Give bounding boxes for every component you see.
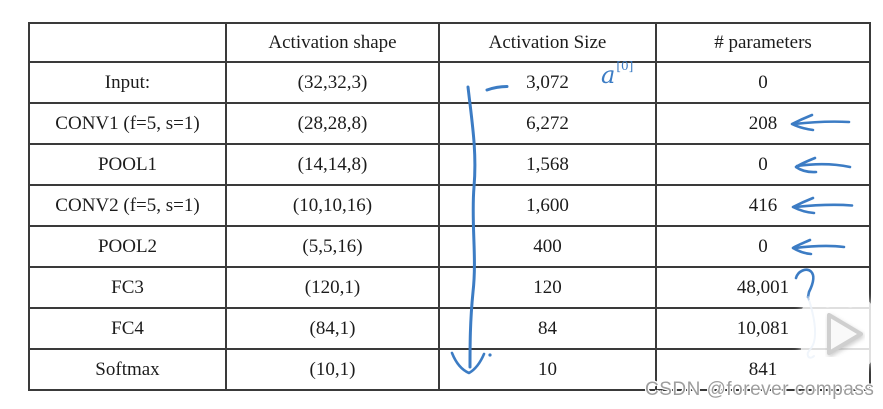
row-label: Softmax [28,348,227,391]
activation-shape-cell: (84,1) [225,307,440,350]
play-button[interactable] [796,278,880,372]
activation-size-cell: 1,600 [438,184,657,227]
a0-annotation: a[0] [601,60,633,89]
table-row: POOL1 (14,14,8) 1,568 0 [28,143,871,186]
header-num-parameters: # parameters [655,22,871,63]
table-header-row: Activation shape Activation Size # param… [28,22,871,63]
header-empty [28,22,227,63]
activation-shape-cell: (10,1) [225,348,440,391]
row-label: POOL2 [28,225,227,268]
cnn-layer-table: Activation shape Activation Size # param… [28,22,871,391]
a0-superscript: [0] [616,59,634,73]
a0-base: a [601,61,616,89]
activation-shape-cell: (10,10,16) [225,184,440,227]
activation-shape-cell: (28,28,8) [225,102,440,145]
row-label: FC3 [28,266,227,309]
activation-shape-cell: (32,32,3) [225,61,440,104]
activation-size-cell: 400 [438,225,657,268]
activation-shape-cell: (14,14,8) [225,143,440,186]
activation-size-cell: 1,568 [438,143,657,186]
activation-shape-cell: (5,5,16) [225,225,440,268]
parameters-cell: 0 [655,225,871,268]
header-activation-shape: Activation shape [225,22,440,63]
csdn-watermark: CSDN @forever compass [645,379,875,400]
row-label: POOL1 [28,143,227,186]
table-row: FC3 (120,1) 120 48,001 [28,266,871,309]
activation-size-cell: 84 [438,307,657,350]
activation-size-cell: 10 [438,348,657,391]
table-row: POOL2 (5,5,16) 400 0 [28,225,871,268]
header-activation-size: Activation Size [438,22,657,63]
play-button-body [801,297,875,369]
table-row: CONV2 (f=5, s=1) (10,10,16) 1,600 416 [28,184,871,227]
table-row: FC4 (84,1) 84 10,081 [28,307,871,350]
row-label: CONV2 (f=5, s=1) [28,184,227,227]
row-label: FC4 [28,307,227,350]
table-row: Softmax (10,1) 10 841 [28,348,871,391]
activation-shape-cell: (120,1) [225,266,440,309]
activation-size-cell: 120 [438,266,657,309]
row-label: CONV1 (f=5, s=1) [28,102,227,145]
parameters-cell: 0 [655,143,871,186]
table-row: CONV1 (f=5, s=1) (28,28,8) 6,272 208 [28,102,871,145]
table-row: Input: (32,32,3) 3,072 0 [28,61,871,104]
parameters-cell: 416 [655,184,871,227]
row-label: Input: [28,61,227,104]
parameters-cell: 208 [655,102,871,145]
activation-size-cell: 6,272 [438,102,657,145]
parameters-cell: 0 [655,61,871,104]
play-icon [827,313,863,355]
